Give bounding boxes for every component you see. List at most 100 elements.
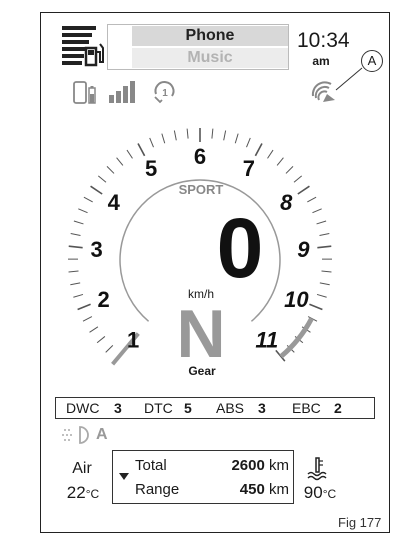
gauge-tick (73, 293, 84, 298)
gauge-tick (78, 208, 88, 214)
connectivity-icon (311, 81, 335, 102)
clock-time: 10:34 (297, 29, 350, 52)
rider-aids-bar: DWC 3 DTC 5 ABS 3 EBC 2 (55, 397, 375, 419)
gauge-tick (234, 133, 239, 144)
gauge-tick-label: 4 (108, 190, 121, 215)
gauge-tick (83, 196, 93, 203)
air-label: Air (72, 460, 92, 477)
gauge-tick (312, 208, 322, 214)
gauge-tick (68, 270, 79, 273)
gauge-tick (246, 137, 251, 148)
stat-ebc-value: 2 (334, 400, 342, 416)
fuel-level-icon (62, 26, 104, 67)
menu-item-music[interactable]: Music (132, 48, 288, 68)
gauge-tick (82, 316, 93, 322)
trip-range-value: 450 (239, 481, 265, 498)
gauge-tick (316, 220, 327, 225)
gauge-tick (321, 270, 332, 273)
gauge-tick (97, 175, 107, 183)
gauge-tick (223, 130, 227, 141)
callout-label: A (361, 50, 383, 72)
gauge-tick (116, 157, 124, 166)
gauge-tick (186, 128, 189, 139)
gauge-tick (254, 143, 263, 157)
gauge-tick (173, 130, 177, 141)
gauge-tick-label: 9 (297, 237, 310, 262)
gauge-tick-label: 11 (255, 328, 278, 353)
gauge-tick-label: 10 (284, 287, 309, 312)
signal-strength-icon (109, 81, 135, 103)
gear-indicator: N (176, 296, 226, 372)
redline-zone (279, 317, 314, 359)
gauge-tick (297, 185, 310, 195)
trip-total: 2600 km (231, 457, 289, 474)
gauge-tick (106, 165, 115, 174)
gauge-tick (276, 157, 284, 166)
gauge-tick (293, 175, 303, 183)
gauge-tick (211, 128, 214, 139)
gauge-tick (267, 149, 274, 159)
gauge-tick (96, 336, 106, 344)
callout-leader (335, 67, 363, 91)
gauge-tick-label: 7 (243, 156, 255, 181)
dashboard-frame (40, 12, 390, 533)
gauge-tick-label: 8 (280, 190, 293, 215)
gauge-tick (316, 293, 327, 298)
gauge-tick (70, 282, 81, 286)
gauge-tick (285, 165, 294, 174)
coolant-temp: 90°C (298, 483, 342, 503)
air-temp-value: 22 (66, 483, 86, 502)
coolant-temp-unit: °C (322, 487, 337, 501)
gauge-inner-ring (119, 179, 281, 322)
gear-label: Gear (188, 364, 216, 378)
gauge-tick (77, 303, 91, 311)
gauge-tick (90, 185, 103, 195)
gauge-tick (137, 143, 146, 157)
gauge-tick (68, 245, 83, 249)
svg-text:1: 1 (162, 88, 168, 99)
gauge-tick-label: 2 (97, 287, 109, 312)
trip-selector-icon[interactable] (119, 473, 129, 481)
stat-ebc-label: EBC (292, 400, 321, 416)
gauge-tick (319, 232, 330, 236)
air-temp: 22°C (58, 483, 108, 503)
gauge-tick-label: 3 (90, 237, 102, 262)
gauge-tick-label: 6 (194, 144, 206, 169)
trip-range: 450 km (240, 481, 289, 498)
speed-unit: km/h (187, 287, 214, 301)
stat-abs-value: 3 (258, 400, 266, 416)
gauge-tick (319, 282, 330, 286)
menu-item-phone[interactable]: Phone (132, 26, 288, 46)
trip-range-label: Range (135, 481, 180, 498)
media-menu: Phone Music (107, 24, 289, 70)
trip-panel[interactable]: Total 2600 km Range 450 km (112, 450, 294, 504)
headlight-mode: A (96, 426, 108, 443)
trip-range-unit: km (269, 481, 289, 498)
speed-value: 0 (216, 201, 264, 295)
coolant-temp-icon (307, 457, 327, 481)
stat-dwc-label: DWC (66, 400, 100, 416)
gauge-tick (70, 232, 81, 236)
trip-total-value: 2600 (231, 457, 265, 474)
call-icon: 1 (154, 81, 175, 104)
gauge-tick-label: 1 (127, 328, 139, 353)
gauge-tick-label: 5 (145, 156, 157, 181)
gauge-tick (149, 137, 154, 148)
gauge-tick (317, 245, 332, 249)
stat-dwc-value: 3 (114, 400, 122, 416)
figure-label: Fig 177 (338, 515, 382, 530)
gauge-tick (309, 303, 323, 311)
coolant-temp-value: 90 (303, 483, 323, 502)
headlight-icon (62, 426, 89, 444)
gauge-tick (105, 345, 114, 353)
phone-battery-icon (73, 81, 96, 104)
trip-total-label: Total (135, 457, 167, 474)
gauge-needle (111, 332, 140, 366)
stat-dtc-label: DTC (144, 400, 173, 416)
gauge-tick (161, 133, 166, 144)
clock-ampm: am (312, 54, 330, 68)
trip-total-unit: km (269, 457, 289, 474)
gauge-tick (126, 149, 133, 159)
gauge-tick (73, 220, 84, 225)
